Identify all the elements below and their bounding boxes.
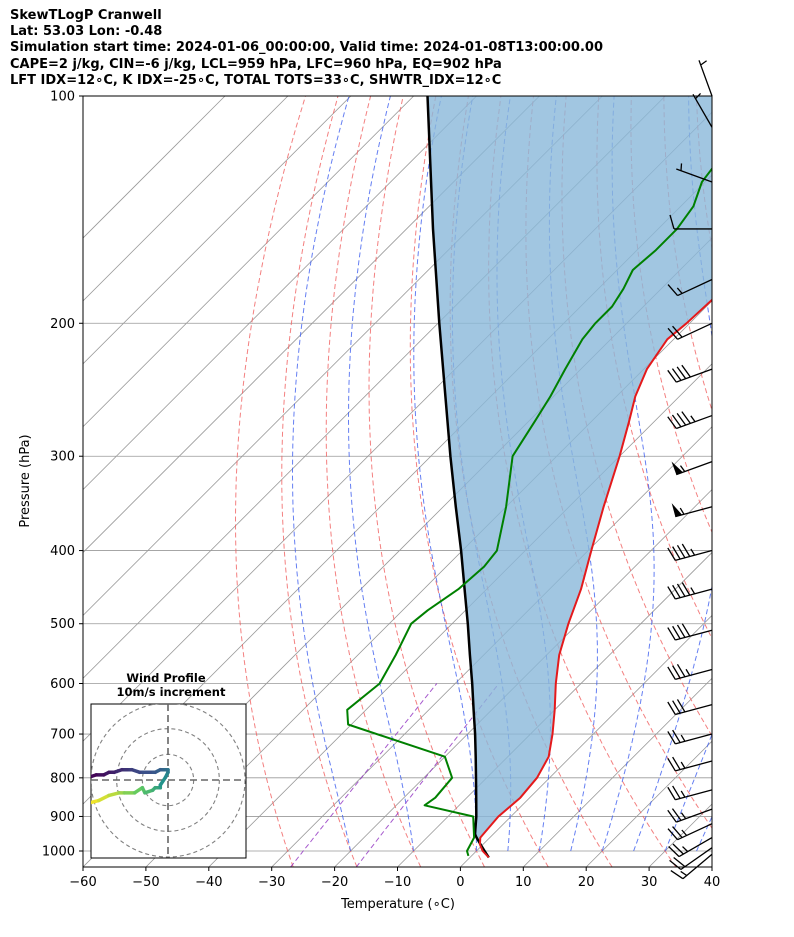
inset-title-2: 10m/s increment: [117, 685, 226, 699]
y-tick-label: 300: [50, 450, 75, 465]
y-tick-label: 600: [50, 677, 75, 692]
isotherm-line: [334, 489, 712, 867]
wind-barb: [667, 411, 713, 430]
isotherm-line: [83, 96, 414, 428]
isotherm-line: [460, 614, 712, 867]
hodograph-segment: [91, 798, 101, 805]
isotherm-line: [83, 96, 540, 554]
x-tick-label: −50: [132, 875, 159, 890]
x-tick-label: 20: [578, 875, 595, 890]
dry-adiabat: [409, 96, 549, 867]
wind-barb: [671, 503, 713, 518]
x-tick-label: 10: [515, 875, 532, 890]
dry-adiabat: [762, 96, 794, 867]
x-tick-label: −30: [258, 875, 285, 890]
x-tick-label: −10: [384, 875, 411, 890]
wind-barb: [667, 278, 713, 297]
moist-adiabat: [413, 96, 477, 851]
wind-barb: [692, 92, 713, 128]
hodograph-segment: [107, 791, 121, 798]
wind-barb: [667, 823, 713, 841]
y-axis-label: Pressure (hPa): [18, 434, 33, 527]
x-tick-label: −20: [321, 875, 348, 890]
isotherm-line: [83, 96, 226, 239]
temperature-line: [478, 298, 712, 859]
x-tick-label: 0: [456, 875, 464, 890]
isotherm-line: [83, 96, 352, 365]
x-tick-label: −60: [69, 875, 96, 890]
y-tick-label: 700: [50, 728, 75, 743]
moist-adiabat: [633, 96, 712, 852]
isotherm-line: [711, 866, 712, 867]
x-tick-label: 40: [704, 875, 721, 890]
moist-adiabat: [348, 96, 414, 852]
hodograph-inset: Wind Profile 10m/s increment: [90, 671, 247, 859]
wind-barb: [667, 808, 713, 823]
y-tick-label: 400: [50, 544, 75, 559]
wind-barb: [667, 543, 713, 562]
moist-adiabat: [664, 732, 712, 852]
chart-header: SkewTLogP Cranwell Lat: 53.03 Lon: -0.48…: [10, 8, 603, 89]
wind-barb: [669, 847, 713, 871]
isotherm-line: [271, 426, 712, 867]
axis-ticks: −60 −50 −40 −30 −20 −10 0 10 20 30 40 1000 900 800 700…: [42, 90, 720, 891]
isotherm-line: [83, 96, 477, 491]
moist-adiabat: [601, 96, 655, 852]
parcel-line: [426, 96, 490, 859]
y-tick-label: 800: [50, 771, 75, 786]
wind-barb: [668, 837, 713, 858]
mixing-ratio-line: [290, 683, 438, 867]
wind-barb: [669, 214, 712, 230]
wind-barb: [676, 163, 713, 183]
wind-barb: [667, 663, 713, 681]
isotherm-line: [83, 96, 289, 302]
moist-adiabat: [292, 96, 352, 852]
inset-content: [91, 704, 246, 858]
y-tick-label: 100: [50, 90, 75, 105]
x-axis-label: Temperature (∘C): [340, 897, 455, 912]
dry-adiabat: [281, 96, 358, 867]
wind-barb: [667, 756, 713, 772]
x-tick-label: −40: [195, 875, 222, 890]
wind-barb: [667, 364, 713, 383]
inset-title-1: Wind Profile: [126, 671, 206, 685]
station-title: SkewTLogP Cranwell: [10, 8, 162, 23]
lat-lon: Lat: 53.03 Lon: -0.48: [10, 24, 163, 40]
dewpoint-line: [346, 167, 712, 857]
wind-barb: [671, 461, 713, 476]
wind-barb: [698, 60, 713, 97]
x-tick-label: 30: [641, 875, 658, 890]
wind-barb: [667, 623, 713, 641]
simulation-time: Simulation start time: 2024-01-06_00:00:…: [10, 40, 603, 56]
profile-lines: [346, 96, 712, 859]
wind-barb: [667, 785, 713, 801]
wind-barb: [667, 699, 713, 716]
y-tick-label: 500: [50, 617, 75, 632]
mixing-ratio-line: [355, 683, 500, 867]
hodograph-segment: [91, 773, 98, 779]
cape-summary: CAPE=2 j/kg, CIN=-6 j/kg, LCL=959 hPa, L…: [10, 56, 502, 72]
wind-barb: [667, 729, 713, 745]
dry-adiabat: [235, 96, 306, 867]
wind-barb: [667, 322, 713, 340]
wind-barb: [670, 853, 713, 880]
cape-fill: [427, 96, 712, 851]
y-tick-label: 200: [50, 317, 75, 332]
wind-barbs: [667, 60, 713, 880]
dry-adiabat: [663, 96, 712, 412]
hodograph-segment: [96, 793, 111, 803]
isotherm-line: [523, 677, 712, 867]
y-tick-label: 900: [50, 810, 75, 825]
dry-adiabat: [729, 96, 794, 867]
y-tick-label: 1000: [42, 845, 75, 860]
cape-area: [427, 96, 712, 851]
index-summary: LFT IDX=12∘C, K IDX=-25∘C, TOTAL TOTS=33…: [10, 72, 502, 88]
wind-barb: [667, 582, 713, 600]
